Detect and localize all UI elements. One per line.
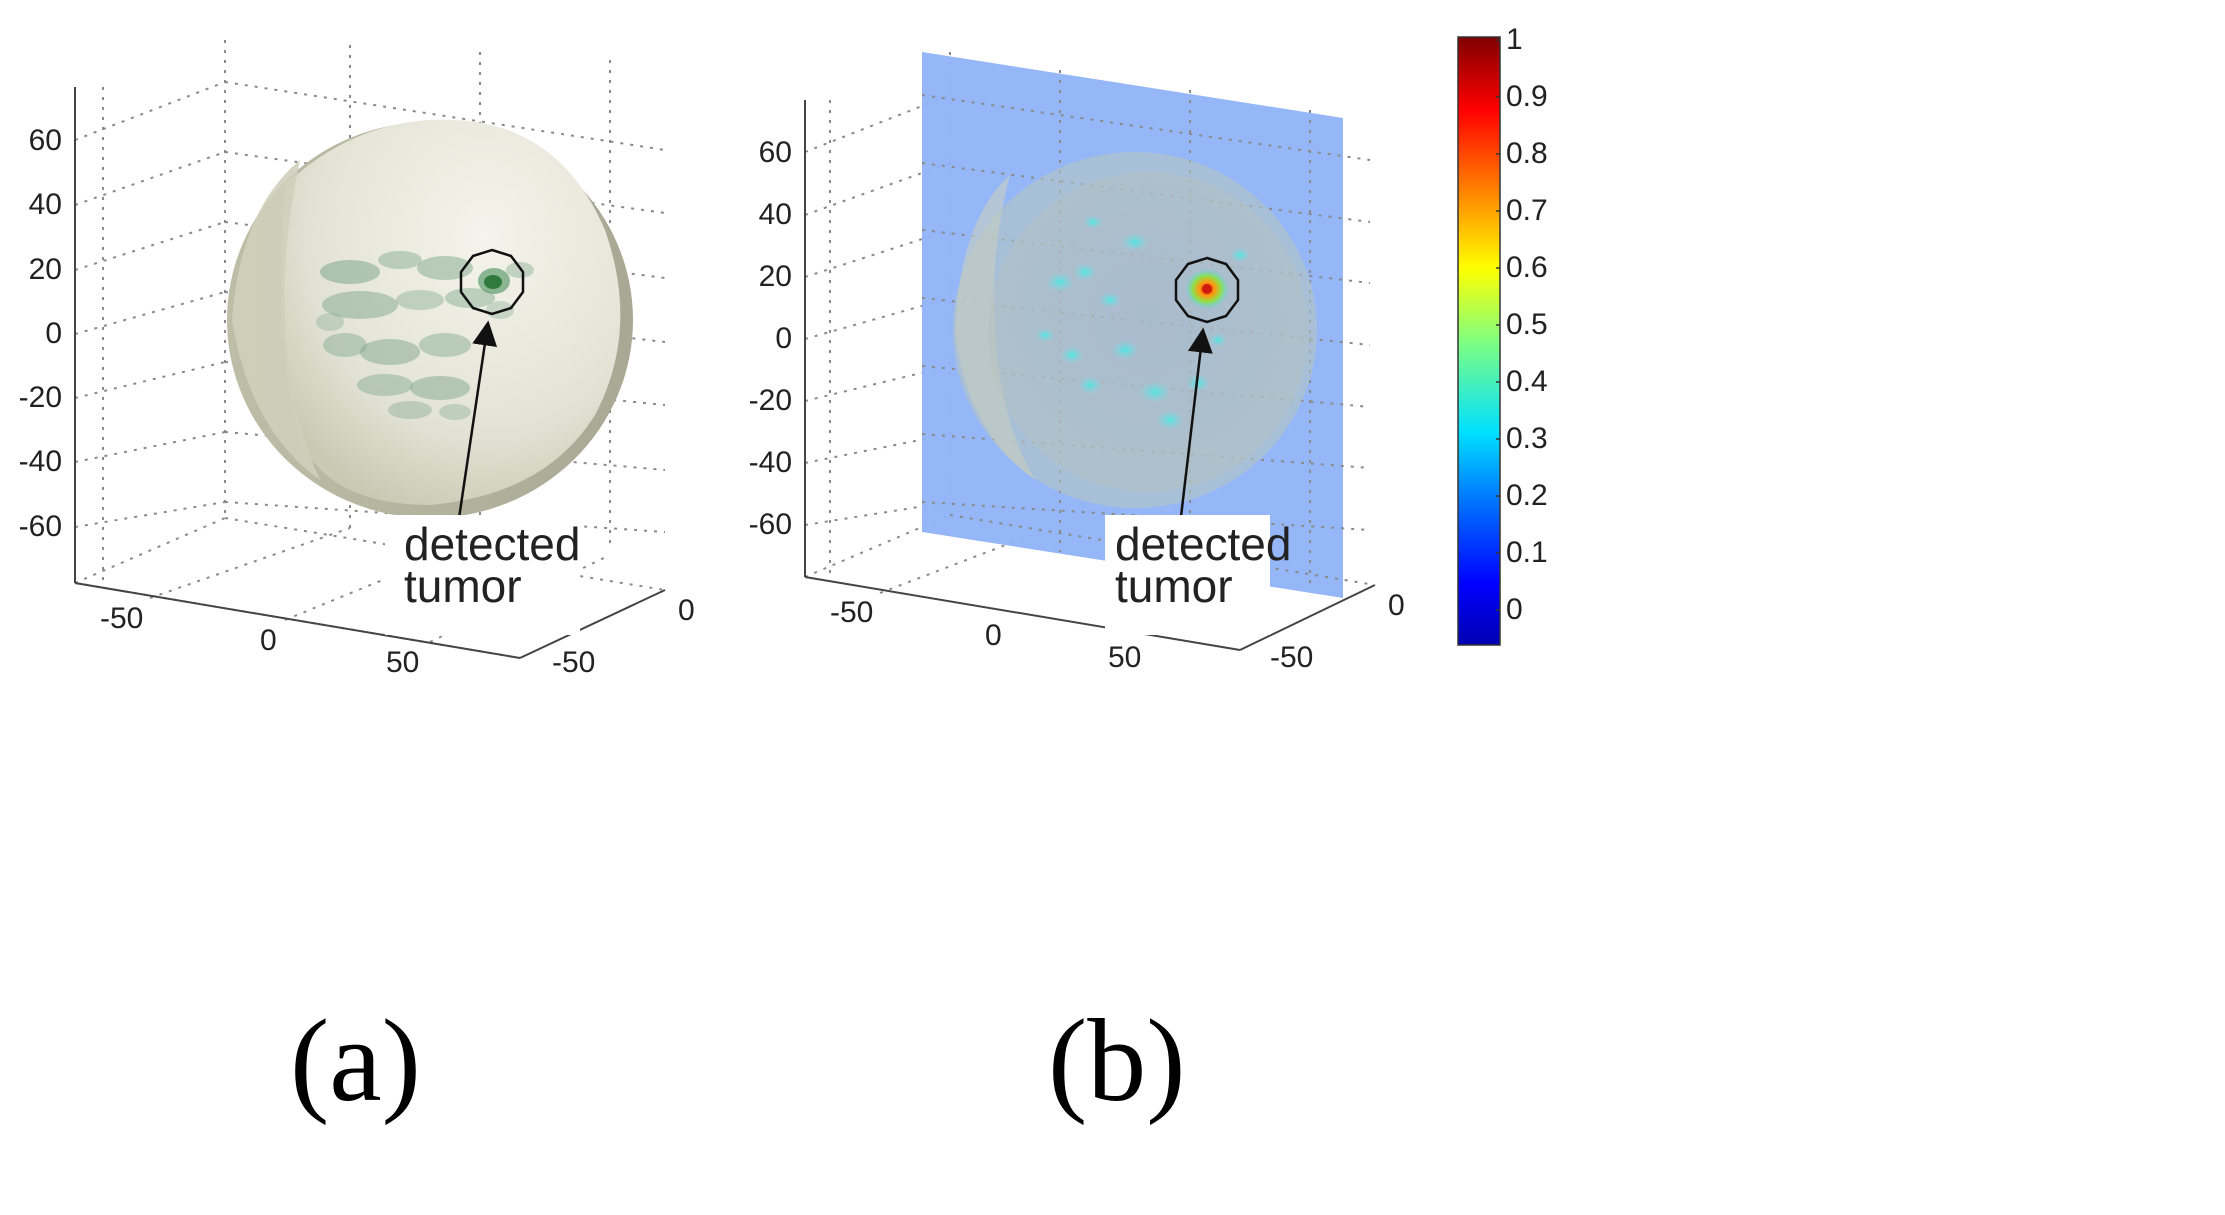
colorbar-tick-label: 0.9 — [1506, 80, 1548, 113]
y-tick-label: -50 — [552, 646, 595, 679]
z-tick-label: 60 — [29, 124, 62, 157]
colorbar-gradient — [1457, 36, 1501, 646]
colorbar-tick-label: 0.6 — [1506, 251, 1548, 284]
panel-a-label: (a) — [290, 995, 421, 1126]
colorbar-ticks: 1 0.9 0.8 0.7 0.6 0.5 0.4 0.3 0.2 0.1 0 — [1496, 23, 1548, 626]
colorbar-tick-label: 0.8 — [1506, 137, 1548, 170]
x-tick-label: -50 — [830, 596, 873, 629]
panel-a: detected tumor 60 40 20 0 -20 -40 -60 -5… — [19, 40, 695, 1126]
y-tick-label: 0 — [1388, 589, 1405, 622]
panel-b-annotation-box — [1105, 515, 1270, 635]
z-tick-label: 60 — [759, 136, 792, 169]
y-tick-label: -50 — [1270, 641, 1313, 674]
z-tick-label: 0 — [775, 322, 792, 355]
z-tick-label: 20 — [759, 260, 792, 293]
colorbar-tick-label: 1 — [1506, 23, 1523, 56]
z-tick-label: -20 — [19, 381, 62, 414]
panel-a-tumor — [459, 248, 525, 316]
panel-b-label: (b) — [1048, 995, 1186, 1126]
x-tick-label: 50 — [1108, 641, 1141, 674]
panel-a-x-ticks: -50 0 50 — [100, 602, 419, 679]
panel-b-tumor-circle — [1174, 256, 1240, 324]
z-tick-label: 20 — [29, 253, 62, 286]
colorbar-tick-label: 0.3 — [1506, 422, 1548, 455]
colorbar-tick-label: 0.2 — [1506, 479, 1548, 512]
panel-b-annotation-line1: detected — [1115, 518, 1291, 570]
colorbar-tick-label: 0 — [1506, 593, 1523, 626]
panel-b-tumor — [1174, 256, 1240, 324]
panel-b-annotation-arrow — [1178, 327, 1213, 526]
panel-b-annotation-line2: tumor — [1115, 560, 1233, 612]
x-tick-label: 50 — [386, 646, 419, 679]
panel-b-activity — [1035, 215, 1250, 430]
panel-a-sphere — [227, 119, 633, 518]
z-tick-label: -40 — [19, 445, 62, 478]
panel-a-annotation-arrow — [456, 320, 498, 526]
z-tick-label: -60 — [749, 508, 792, 541]
panel-b-y-ticks: 0 -50 — [1270, 589, 1405, 674]
x-tick-label: 0 — [985, 619, 1002, 652]
panel-a-annotation-box — [385, 515, 580, 635]
colorbar-tick-label: 0.1 — [1506, 536, 1548, 569]
panel-b-x-ticks: -50 0 50 — [830, 596, 1141, 674]
z-tick-label: -40 — [749, 446, 792, 479]
panel-a-tumor-circle — [459, 248, 525, 316]
z-tick-label: 40 — [759, 198, 792, 231]
panel-a-axes — [74, 87, 666, 659]
panel-a-annotation-line1: detected — [404, 518, 580, 570]
z-tick-label: -60 — [19, 510, 62, 543]
z-tick-label: 40 — [29, 188, 62, 221]
x-tick-label: -50 — [100, 602, 143, 635]
colorbar-tick-label: 0.5 — [1506, 308, 1548, 341]
z-tick-label: -20 — [749, 384, 792, 417]
panel-a-z-ticks: 60 40 20 0 -20 -40 -60 — [19, 124, 62, 543]
z-tick-label: 0 — [45, 317, 62, 350]
x-tick-label: 0 — [260, 624, 277, 657]
colorbar: 1 0.9 0.8 0.7 0.6 0.5 0.4 0.3 0.2 0.1 0 — [1457, 23, 1548, 646]
panel-b-axes — [804, 100, 1376, 651]
panel-a-y-ticks: 0 -50 — [552, 594, 695, 679]
colorbar-tick-label: 0.7 — [1506, 194, 1548, 227]
panel-b-z-ticks: 60 40 20 0 -20 -40 -60 — [749, 136, 792, 541]
panel-b: detected tumor 60 40 20 0 -20 -40 -60 -5… — [749, 23, 1548, 1126]
y-tick-label: 0 — [678, 594, 695, 627]
panel-a-annotation-line2: tumor — [404, 560, 522, 612]
panel-b-sphere — [953, 152, 1317, 508]
colorbar-tick-label: 0.4 — [1506, 365, 1548, 398]
panel-a-tissue — [316, 251, 534, 420]
